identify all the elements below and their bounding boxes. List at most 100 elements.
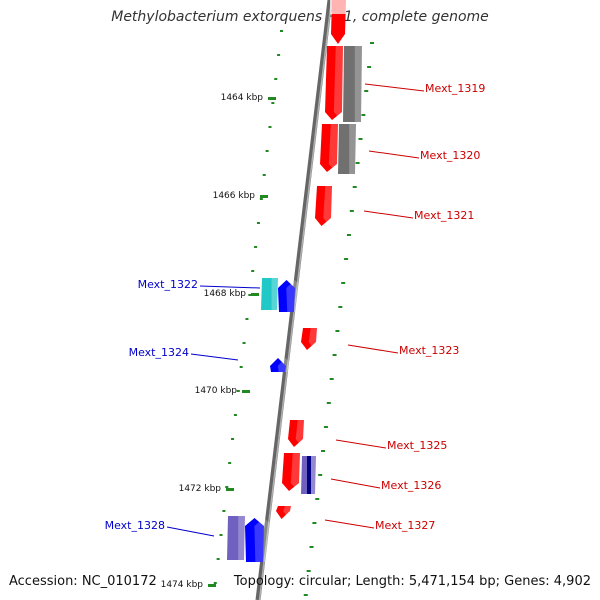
tick-mark (251, 293, 259, 296)
gc-dash-left (280, 30, 283, 32)
tick-mark (208, 584, 216, 587)
lavender-feature-block[interactable] (227, 516, 245, 560)
forward-gene-arrow[interactable] (288, 420, 304, 447)
gc-dash-right (370, 42, 374, 44)
gc-dash-left (225, 486, 229, 488)
gc-dash-right (358, 138, 363, 140)
label-leader-line (335, 439, 387, 449)
gc-dash-left (271, 102, 275, 104)
gc-dash-right (312, 522, 317, 524)
accession-text: Accession: NC_010172 (9, 574, 157, 589)
gc-dash-right (344, 258, 349, 260)
gc-dash-left (259, 198, 263, 200)
gc-dash-left (245, 318, 249, 320)
gene-label-mext_1328[interactable]: Mext_1328 (105, 519, 165, 532)
label-leader-line (368, 150, 420, 159)
gc-dash-right (341, 282, 346, 284)
gc-dash-right (346, 234, 351, 236)
label-leader-line (190, 353, 239, 361)
label-leader-line (364, 83, 425, 92)
gc-dash-left (262, 174, 266, 176)
tick-label: 1472 kbp (179, 484, 222, 494)
gene-label-mext_1325[interactable]: Mext_1325 (387, 439, 447, 452)
gc-dash-left (231, 438, 235, 440)
reverse-gene-arrow-shade (254, 518, 274, 562)
gc-dash-left (254, 246, 258, 248)
forward-gene-arrow-shade (323, 186, 341, 226)
dark-stripe (307, 456, 311, 494)
gc-dash-left (213, 582, 217, 584)
reverse-gene-arrow[interactable] (245, 518, 264, 562)
gc-dash-left (248, 294, 252, 296)
gc-dash-right (303, 594, 308, 596)
gc-dash-left (233, 414, 237, 416)
forward-gene-arrow[interactable] (276, 506, 291, 519)
position-ticks: 1464 kbp 1466 kbp 1468 kbp 1470 kbp 1472 kbp… (161, 93, 276, 590)
forward-gene-arrow-shade (283, 506, 299, 519)
label-leader-line (363, 210, 414, 219)
gc-dash-right (338, 306, 343, 308)
forward-gene-arrow-shade (308, 328, 325, 350)
gc-dash-left (251, 270, 255, 272)
gc-dash-left (216, 558, 220, 560)
tick-mark (268, 97, 276, 100)
gc-dash-right (364, 90, 369, 92)
title-overlay (330, 0, 346, 14)
forward-gene-arrow[interactable] (325, 46, 343, 120)
gc-dash-left (228, 462, 232, 464)
gene-label-mext_1319[interactable]: Mext_1319 (425, 82, 485, 95)
gene-features (227, 0, 362, 562)
gc-dash-left (277, 54, 281, 56)
gene-label-mext_1321[interactable]: Mext_1321 (414, 209, 474, 222)
gc-dash-right (306, 570, 311, 572)
gc-dash-right (321, 450, 326, 452)
gene-label-mext_1320[interactable]: Mext_1320 (420, 149, 480, 162)
gc-dash-left (236, 390, 240, 392)
gc-dash-right (352, 186, 357, 188)
gene-label-mext_1322[interactable]: Mext_1322 (138, 278, 198, 291)
lavender-feature-block-shade (310, 456, 316, 494)
gc-dash-right (323, 426, 328, 428)
gene-label-mext_1324[interactable]: Mext_1324 (129, 346, 189, 359)
gray-feature-block[interactable] (343, 46, 362, 122)
gc-dash-right (318, 474, 323, 476)
reverse-gene-arrow[interactable] (278, 280, 295, 312)
tick-label: 1466 kbp (213, 191, 256, 201)
gene-labels: Mext_1319 Mext_1320 Mext_1321 Mext_1322 Mext… (105, 82, 485, 537)
cyan-feature-block[interactable] (261, 278, 278, 310)
topology-text: Topology: circular; Length: 5,471,154 bp… (233, 574, 591, 589)
forward-gene-arrow[interactable] (282, 453, 300, 491)
tick-mark (226, 488, 234, 491)
gene-label-mext_1326[interactable]: Mext_1326 (381, 479, 441, 492)
gc-dash-right (349, 210, 354, 212)
reverse-gene-arrow-shade (286, 280, 304, 312)
lavender-feature-block-shade (238, 516, 245, 560)
gc-dash-right (335, 330, 340, 332)
gc-dash-right (367, 66, 372, 68)
gc-dash-right (332, 354, 337, 356)
gene-label-mext_1327[interactable]: Mext_1327 (375, 519, 435, 532)
gc-dash-left (242, 342, 246, 344)
gc-dash-left (256, 222, 260, 224)
forward-gene-arrow[interactable] (315, 186, 332, 226)
gc-dash-right (355, 162, 360, 164)
label-leader-line (166, 526, 215, 537)
forward-gene-arrow[interactable] (301, 328, 317, 350)
gc-dash-left (274, 78, 278, 80)
forward-gene-arrow[interactable] (320, 124, 338, 172)
gc-dash-right (309, 546, 314, 548)
gene-label-mext_1323[interactable]: Mext_1323 (399, 344, 459, 357)
gray-feature-block[interactable] (338, 124, 356, 174)
label-leader-line (199, 285, 261, 289)
gc-dash-left (222, 510, 226, 512)
gc-dash-track (213, 30, 374, 596)
gc-dash-left (265, 150, 269, 152)
gc-dash-right (315, 498, 320, 500)
gc-dash-right (361, 114, 366, 116)
tick-label: 1470 kbp (195, 386, 238, 396)
label-leader-line (324, 519, 375, 529)
forward-gene-arrow-shade (295, 420, 312, 447)
gc-dash-left (268, 126, 272, 128)
reverse-gene-arrow[interactable] (270, 358, 286, 372)
